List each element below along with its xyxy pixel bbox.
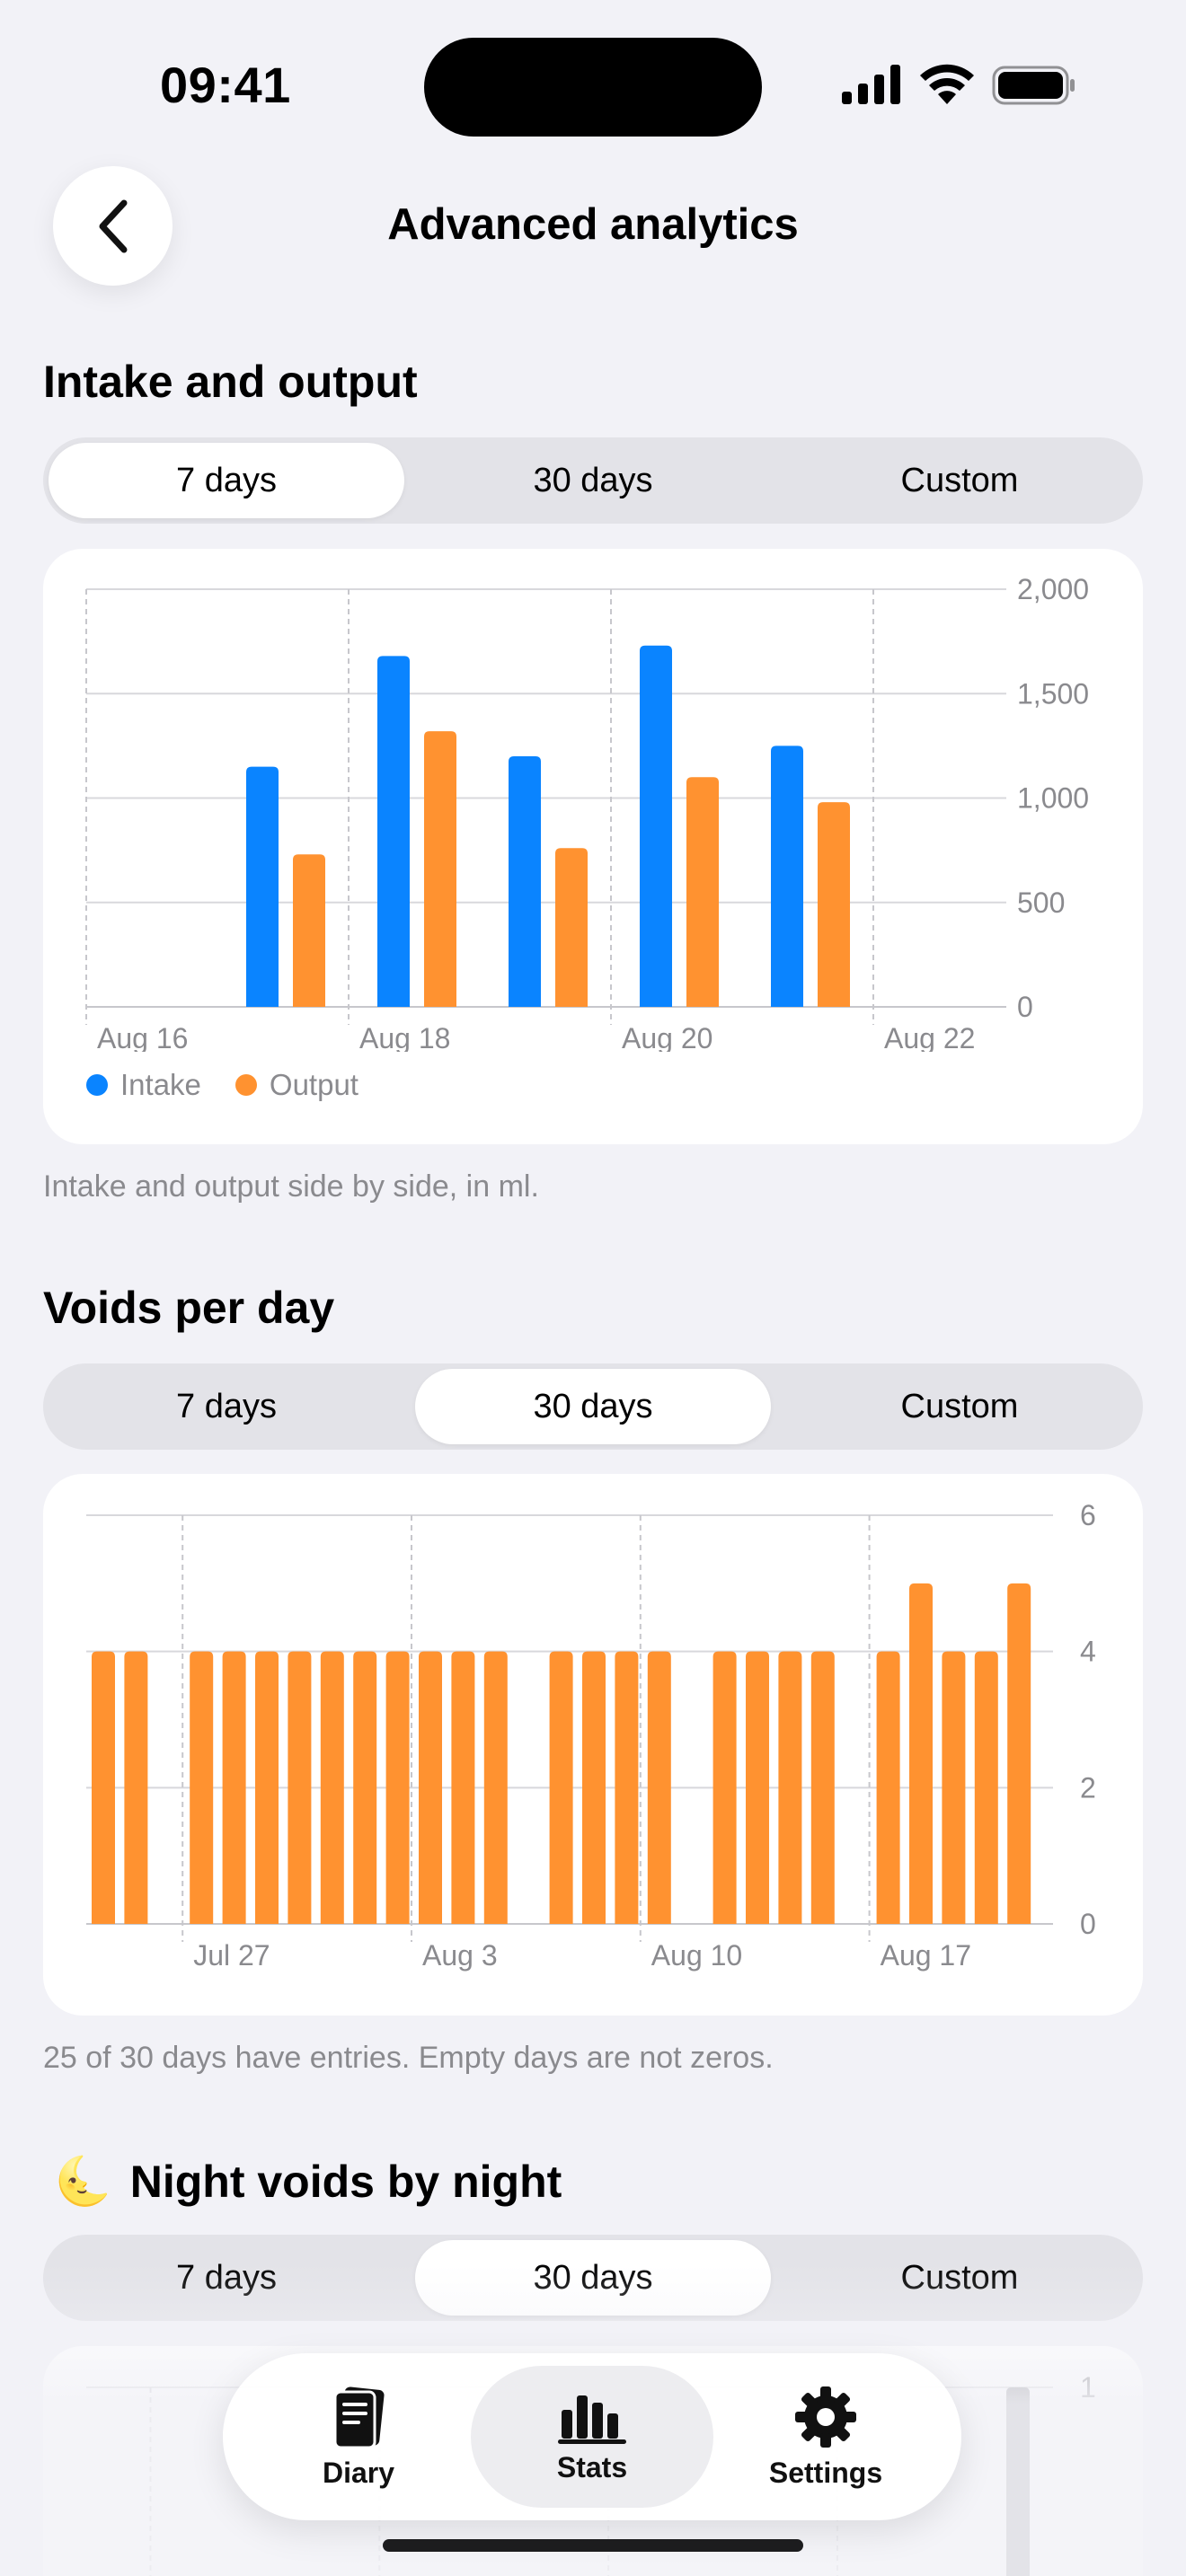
x-tick-label: Aug 22 xyxy=(884,1022,975,1052)
voids-title: Voids per day xyxy=(43,1283,335,1333)
x-tick-label: Aug 16 xyxy=(97,1022,188,1052)
x-tick-label: Aug 3 xyxy=(422,1939,498,1972)
voids-bar xyxy=(1007,1583,1031,1924)
chevron-left-icon xyxy=(99,199,127,252)
intake-bar xyxy=(640,645,672,1007)
voids-bar xyxy=(974,1651,998,1924)
voids-bar xyxy=(876,1651,900,1924)
cellular-signal-icon xyxy=(842,65,900,104)
legend-output: Output xyxy=(269,1068,358,1101)
segment-7-days[interactable]: 7 days xyxy=(176,1387,277,1425)
voids-bar xyxy=(190,1651,214,1924)
legend-intake: Intake xyxy=(120,1068,201,1101)
voids-bar xyxy=(353,1651,377,1924)
segment-custom[interactable]: Custom xyxy=(900,461,1019,499)
voids-bar xyxy=(778,1651,802,1924)
tab-diary-label: Diary xyxy=(322,2456,395,2489)
segment-30-days[interactable]: 30 days xyxy=(533,461,653,499)
x-tick-label: Jul 27 xyxy=(193,1939,270,1972)
tab-stats[interactable]: Stats xyxy=(471,2366,713,2508)
gear-icon xyxy=(795,2386,856,2448)
voids-chart: 0 2 4 6 Jul 27 Aug 3 Aug 10 Aug 17 xyxy=(86,1499,1096,1972)
y-tick-label: 2,000 xyxy=(1017,573,1089,605)
voids-bar xyxy=(419,1651,442,1924)
voids-bar xyxy=(483,1651,508,1924)
y-tick-label: 1,000 xyxy=(1017,782,1089,815)
output-bar xyxy=(555,848,588,1007)
y-tick-label: 0 xyxy=(1080,1908,1096,1940)
voids-bar xyxy=(582,1651,606,1924)
battery-icon xyxy=(992,66,1075,105)
night-voids-title: Night voids by night xyxy=(129,2156,562,2207)
intake-bar xyxy=(377,656,410,1007)
voids-bar xyxy=(288,1651,312,1924)
diary-icon xyxy=(333,2386,385,2448)
intake-output-caption: Intake and output side by side, in ml. xyxy=(43,1169,539,1204)
tab-stats-label: Stats xyxy=(556,2450,628,2483)
x-tick-label: Aug 20 xyxy=(622,1022,712,1052)
chart-legend: Intake Output xyxy=(86,1068,358,1102)
segment-custom[interactable]: Custom xyxy=(900,1387,1019,1425)
voids-bar xyxy=(124,1651,148,1924)
voids-bar xyxy=(942,1651,966,1924)
moon-icon: 🌜 xyxy=(54,2156,112,2208)
voids-bar xyxy=(712,1651,737,1924)
x-tick-label: Aug 18 xyxy=(359,1022,450,1052)
y-tick-label: 4 xyxy=(1080,1636,1096,1668)
voids-bar xyxy=(451,1651,475,1924)
intake-bar xyxy=(246,766,279,1007)
wifi-icon xyxy=(920,64,974,104)
output-bar xyxy=(424,731,456,1007)
voids-bar xyxy=(385,1651,410,1924)
voids-bar xyxy=(810,1651,835,1924)
output-bar xyxy=(686,777,719,1007)
voids-bar xyxy=(746,1651,769,1924)
intake-output-chart: 0 500 1,000 1,500 2,000 Aug 16 Aug 18 Aug 20 Aug… xyxy=(85,573,1089,1052)
output-legend-dot xyxy=(235,1074,257,1096)
tab-settings-label: Settings xyxy=(768,2456,883,2489)
segment-7-days[interactable]: 7 days xyxy=(49,443,404,518)
back-button[interactable] xyxy=(53,166,173,286)
voids-caption: 25 of 30 days have entries. Empty days a… xyxy=(43,2041,774,2075)
home-indicator xyxy=(383,2539,803,2552)
intake-output-title: Intake and output xyxy=(43,357,418,407)
y-tick-label: 6 xyxy=(1080,1499,1096,1531)
output-bar xyxy=(293,854,325,1007)
x-tick-label: Aug 10 xyxy=(651,1939,742,1972)
intake-output-range-picker: 7 days 30 days Custom xyxy=(43,437,1143,524)
voids-bar xyxy=(255,1651,279,1924)
page-title: Advanced analytics xyxy=(387,200,799,249)
tab-diary[interactable]: Diary xyxy=(237,2366,480,2508)
voids-range-picker: 7 days 30 days Custom xyxy=(43,1363,1143,1450)
voids-bar xyxy=(320,1651,344,1924)
tab-bar: Diary Stats Settings xyxy=(223,2353,961,2520)
y-tick-label: 2 xyxy=(1080,1771,1096,1804)
dynamic-island xyxy=(424,38,762,137)
y-tick-label: 1,500 xyxy=(1017,677,1089,710)
voids-chart-card: 0 2 4 6 Jul 27 Aug 3 Aug 10 Aug 17 xyxy=(43,1474,1143,2016)
y-tick-label: 0 xyxy=(1017,991,1033,1023)
voids-bar xyxy=(92,1651,115,1924)
y-tick-label: 500 xyxy=(1017,887,1065,919)
tab-settings[interactable]: Settings xyxy=(704,2366,947,2508)
intake-bar xyxy=(771,745,803,1007)
segment-30-days[interactable]: 30 days xyxy=(415,1369,771,1444)
intake-output-chart-card: 0 500 1,000 1,500 2,000 Aug 16 Aug 18 Aug 20 Aug… xyxy=(43,549,1143,1144)
output-bar xyxy=(818,802,850,1007)
voids-bar xyxy=(549,1651,573,1924)
intake-bar xyxy=(509,756,541,1007)
bar-chart-icon xyxy=(558,2395,626,2444)
voids-bar xyxy=(909,1583,933,1924)
voids-bar xyxy=(647,1651,671,1924)
x-tick-label: Aug 17 xyxy=(881,1939,971,1972)
status-time: 09:41 xyxy=(160,57,291,113)
night-voids-header: 🌜 Night voids by night xyxy=(54,2154,562,2209)
intake-legend-dot xyxy=(86,1074,108,1096)
voids-bar xyxy=(615,1651,639,1924)
voids-bar xyxy=(222,1651,246,1924)
